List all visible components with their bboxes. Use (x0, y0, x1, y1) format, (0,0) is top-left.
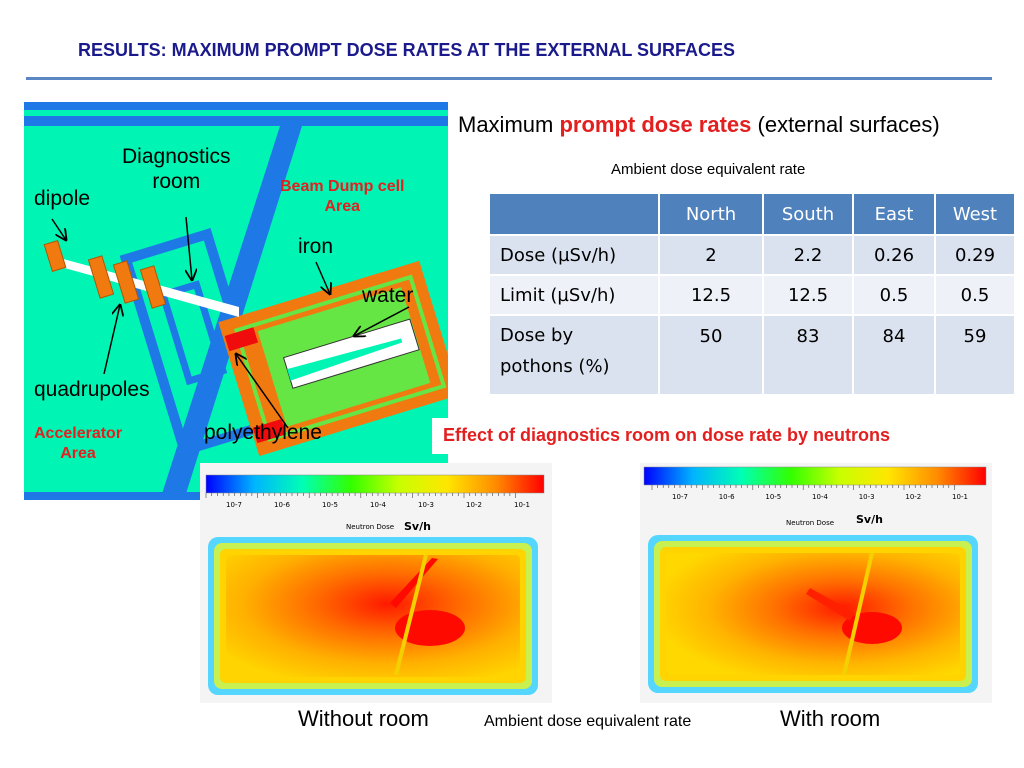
colorbar-tick-label: 10-4 (370, 501, 386, 509)
colorbar-unit: Sv/h (404, 520, 431, 533)
header-cell-east: East (852, 192, 936, 236)
quadrupole-magnet (112, 260, 140, 304)
label-accelerator-area: Accelerator Area (34, 425, 123, 462)
heading-highlight: prompt dose rates (559, 112, 752, 137)
header-cell (488, 192, 660, 236)
table-cell: 12.5 (658, 274, 764, 316)
table-cell: 83 (762, 314, 854, 396)
top-wall-band (24, 116, 448, 126)
wall-trace (394, 554, 428, 676)
colorbar-tick-label: 10-3 (418, 501, 434, 509)
dipole-arrow (51, 218, 66, 240)
top-wall-band (24, 102, 448, 110)
polyethylene-arrow (236, 354, 289, 429)
colorbar-ticks: 10-7 10-6 10-5 10-4 10-3 10-2 10-1 (651, 485, 968, 501)
caption-with-room: With room (780, 706, 881, 731)
label-dipole: dipole (34, 187, 91, 210)
colorbar (205, 474, 545, 494)
water-arrow (354, 306, 410, 336)
effect-title: Effect of diagnostics room on dose rate … (443, 425, 891, 445)
heading-prefix: Maximum (458, 112, 560, 137)
polyethylene-block (224, 327, 259, 352)
label-water: water (362, 284, 414, 307)
colorbar-tick-label: 10-5 (765, 493, 781, 501)
table-header-row: North South East West (488, 192, 1016, 236)
colorbar-tick-label: 10-7 (672, 493, 688, 501)
header-cell-south: South (762, 192, 854, 236)
dose-rate-table: North South East West Dose (µSv/h) 2 2.2… (488, 192, 1016, 396)
colorbar-ticks: 10-7 10-6 10-5 10-4 10-3 10-2 10-1 (205, 493, 530, 509)
colorbar-title: Neutron Dose (346, 523, 394, 531)
colorbar-title: Neutron Dose (786, 519, 834, 527)
dose-map-left-svg: 10-7 10-6 10-5 10-4 10-3 10-2 10-1 Neutron Dos… (200, 463, 552, 703)
wall-trace (842, 552, 874, 676)
colorbar-tick-label: 10-2 (905, 493, 921, 501)
dose-hotspot (395, 610, 465, 646)
table-cell: 50 (658, 314, 764, 396)
colorbar-tick-label: 10-3 (859, 493, 875, 501)
quadrupole-magnet (87, 255, 115, 299)
schematic-drawing (24, 102, 461, 500)
table-row: Dose (µSv/h) 2 2.2 0.26 0.29 (488, 234, 1016, 276)
table-cell: 0.26 (852, 234, 936, 276)
label-iron: iron (298, 235, 334, 258)
max-dose-heading: Maximum prompt dose rates (external surf… (458, 112, 940, 138)
colorbar-tick-label: 10-6 (274, 501, 290, 509)
table-cell: 59 (934, 314, 1016, 396)
dipole-magnet (43, 239, 67, 273)
slide-title: RESULTS: MAXIMUM PROMPT DOSE RATES AT TH… (78, 40, 736, 60)
title-rule (26, 77, 992, 80)
dose-map-without-room: 10-7 10-6 10-5 10-4 10-3 10-2 10-1 Neutron Dos… (200, 463, 552, 708)
beam-dump-cell (218, 260, 461, 457)
effect-title-box (432, 418, 1014, 454)
ambient-label-bottom: Ambient dose equivalent rate (484, 713, 692, 730)
caption-without-room: Without room (298, 706, 429, 731)
colorbar-tick-label: 10-4 (812, 493, 828, 501)
iron-arrow (315, 261, 330, 294)
table-cell: 84 (852, 314, 936, 396)
colorbar-tick-label: 10-5 (322, 501, 338, 509)
label-diagnostics-room: Diagnostics room (122, 145, 231, 194)
row-label: Dose (µSv/h) (488, 234, 660, 276)
dose-map-right-svg: 10-7 10-6 10-5 10-4 10-3 10-2 10-1 Neutron Dos… (640, 463, 992, 703)
table-cell: 2 (658, 234, 764, 276)
header-cell-west: West (934, 192, 1016, 236)
colorbar-tick-label: 10-7 (226, 501, 242, 509)
label-polyethylene: polyethylene (204, 421, 322, 444)
table-row: Limit (µSv/h) 12.5 12.5 0.5 0.5 (488, 274, 1016, 316)
colorbar (643, 466, 987, 486)
ambient-label-top: Ambient dose equivalent rate (611, 161, 806, 178)
table-cell: 2.2 (762, 234, 854, 276)
quadrupole-magnet (139, 265, 167, 309)
colorbar-tick-label: 10-1 (952, 493, 968, 501)
row-label: Limit (µSv/h) (488, 274, 660, 316)
table-cell: 0.5 (934, 274, 1016, 316)
label-quadrupoles: quadrupoles (34, 378, 150, 401)
label-beam-dump-area: Beam Dump cell Area (280, 178, 405, 215)
quadrupole-arrow (103, 305, 120, 375)
diagnostics-arrow (186, 216, 192, 280)
heading-suffix: (external surfaces) (751, 112, 940, 137)
dose-map-with-room: 10-7 10-6 10-5 10-4 10-3 10-2 10-1 Neutron Dos… (640, 463, 992, 708)
table-row: Dose by pothons (%) 50 83 84 59 (488, 314, 1016, 396)
colorbar-tick-label: 10-2 (466, 501, 482, 509)
row-label: Dose by pothons (%) (488, 314, 660, 396)
table-cell: 0.5 (852, 274, 936, 316)
colorbar-tick-label: 10-6 (719, 493, 735, 501)
polyethylene-block (252, 419, 287, 444)
table-cell: 12.5 (762, 274, 854, 316)
facility-schematic: Diagnostics room dipole Beam Dump cell A… (24, 102, 461, 500)
colorbar-unit: Sv/h (856, 513, 883, 526)
colorbar-tick-label: 10-1 (514, 501, 530, 509)
table-cell: 0.29 (934, 234, 1016, 276)
header-cell-north: North (658, 192, 764, 236)
